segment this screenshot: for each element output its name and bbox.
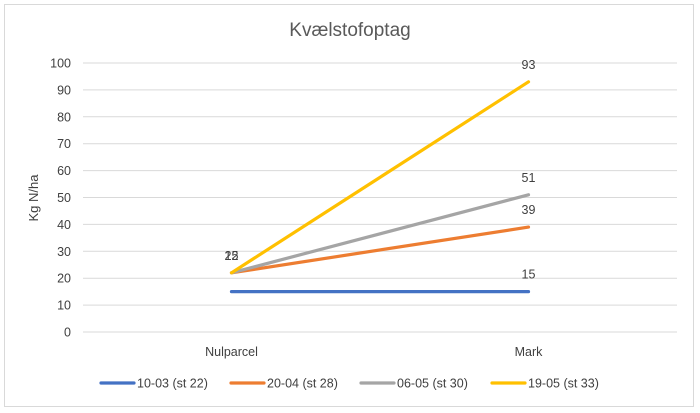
y-tick-label: 20 — [57, 272, 71, 286]
data-labels: 15 39 15 51 22 93 — [225, 58, 536, 282]
legend: 10-03 (st 22) 20-04 (st 28) 06-05 (st 30) 1… — [99, 377, 599, 391]
series-line — [229, 193, 531, 275]
chart-title: Kvælstofoptag — [289, 20, 410, 41]
y-tick-label: 10 — [57, 299, 71, 313]
legend-label: 10-03 (st 22) — [137, 377, 208, 391]
x-tick-labels: Nulparcel Mark — [205, 345, 543, 359]
y-tick-label: 30 — [57, 245, 71, 259]
y-tick-label: 40 — [57, 218, 71, 232]
legend-label: 20-04 (st 28) — [267, 377, 338, 391]
y-tick-label: 70 — [57, 137, 71, 151]
legend-label: 06-05 (st 30) — [397, 377, 468, 391]
y-tick-label: 80 — [57, 110, 71, 124]
x-tick-label: Mark — [515, 345, 544, 359]
y-tick-label: 100 — [50, 57, 71, 71]
data-label: 51 — [522, 171, 536, 185]
grid-lines — [83, 62, 677, 333]
data-label: 39 — [522, 203, 536, 217]
y-tick-labels: 0 10 20 30 40 50 60 70 80 90 100 — [50, 57, 71, 340]
x-tick-label: Nulparcel — [205, 345, 258, 359]
data-label: 15 — [225, 249, 239, 263]
y-axis-label: Kg N/ha — [26, 174, 41, 222]
y-tick-label: 90 — [57, 83, 71, 97]
series-line — [229, 225, 531, 275]
data-label: 22 — [225, 249, 239, 263]
chart-frame — [4, 4, 694, 407]
y-tick-label: 50 — [57, 191, 71, 205]
legend-label: 19-05 (st 33) — [528, 377, 599, 391]
series-lines — [229, 80, 531, 294]
data-label: 15 — [522, 268, 536, 282]
y-tick-label: 0 — [64, 326, 71, 340]
data-label: 93 — [522, 58, 536, 72]
series-line — [229, 80, 531, 275]
y-tick-label: 60 — [57, 164, 71, 178]
